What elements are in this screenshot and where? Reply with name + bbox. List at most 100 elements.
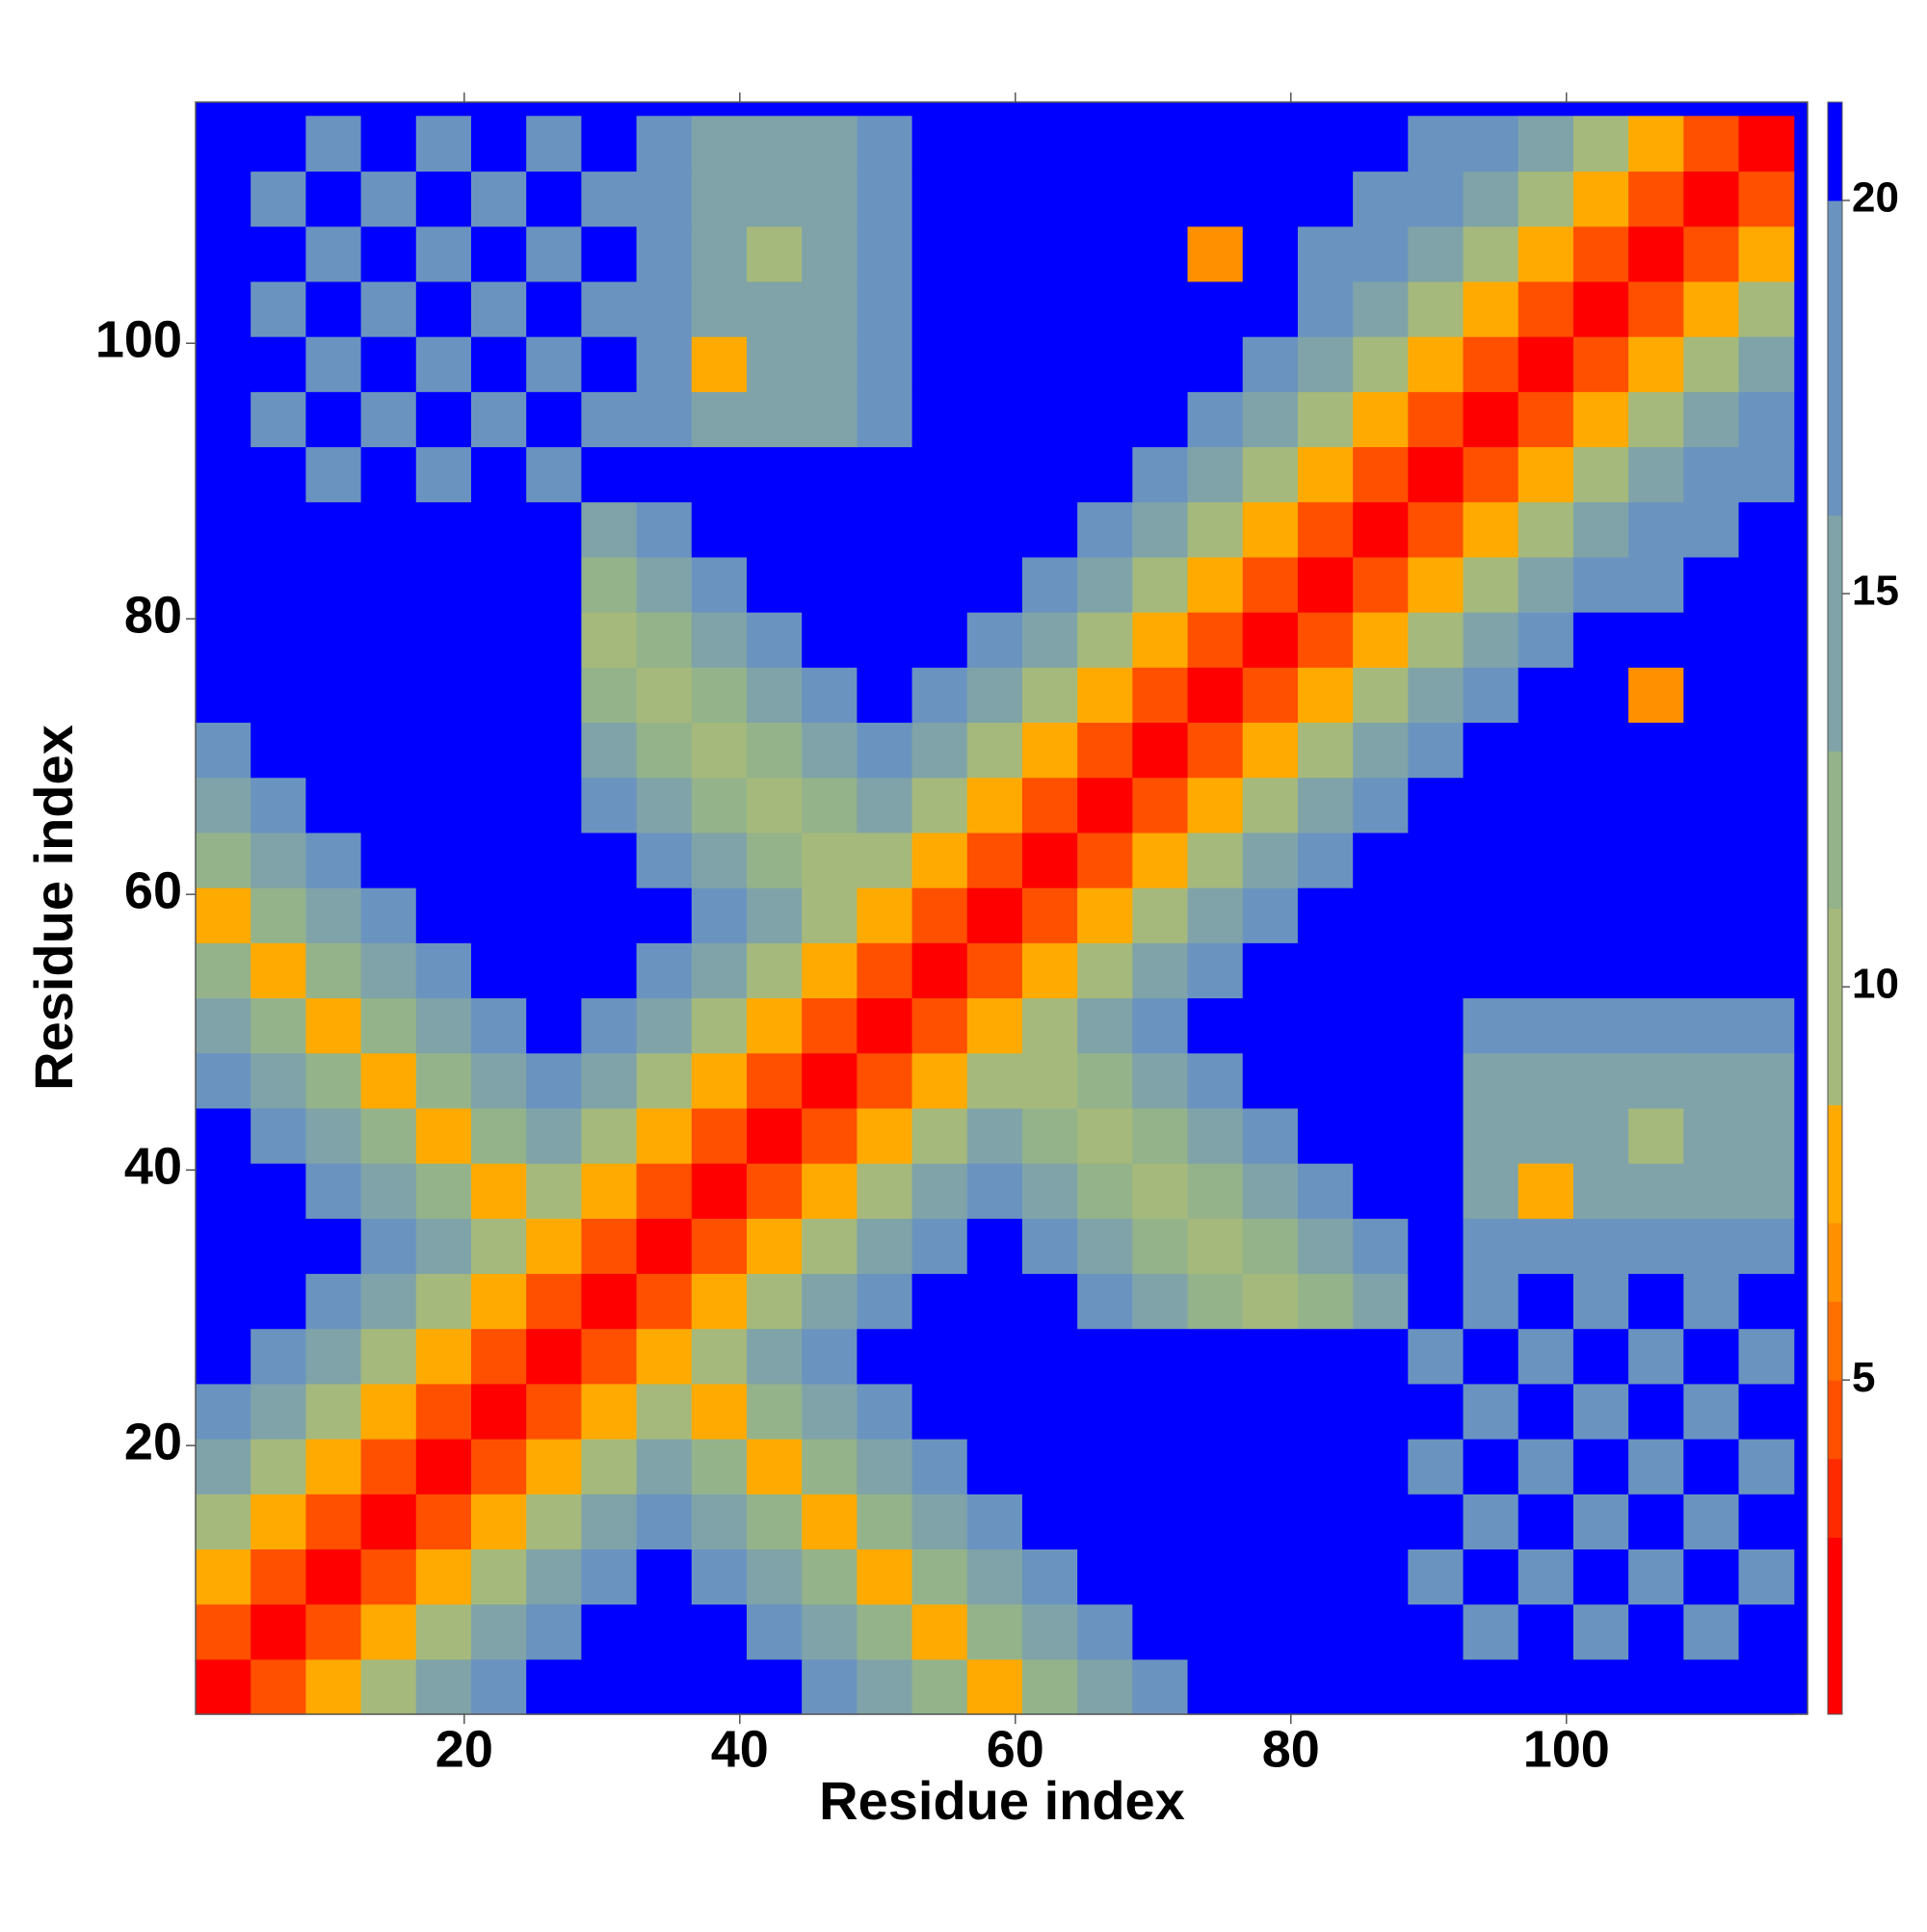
- heatmap-cell: [1408, 556, 1465, 613]
- heatmap-cell: [526, 667, 582, 724]
- heatmap-cell: [1518, 1107, 1574, 1164]
- heatmap-cell: [691, 391, 748, 448]
- heatmap-cell: [1077, 446, 1133, 503]
- heatmap-cell: [1628, 1658, 1684, 1715]
- heatmap-cell: [251, 777, 306, 834]
- heatmap-cell: [305, 391, 362, 448]
- heatmap-cell: [1021, 667, 1078, 724]
- heatmap-cell: [802, 942, 858, 999]
- heatmap-cell: [1353, 832, 1409, 888]
- heatmap-cell: [1187, 1163, 1244, 1219]
- heatmap-cell: [636, 667, 693, 724]
- heatmap-cell: [581, 336, 638, 392]
- heatmap-cell: [1297, 612, 1354, 668]
- heatmap-cell: [1132, 446, 1189, 503]
- heatmap-cell: [1572, 225, 1629, 282]
- heatmap-cell: [1572, 1218, 1629, 1275]
- heatmap-cell: [911, 1439, 968, 1495]
- heatmap-cell: [1132, 1163, 1189, 1219]
- heatmap-cell: [1408, 225, 1465, 282]
- heatmap-cell: [196, 116, 251, 172]
- heatmap-cell: [802, 1052, 858, 1109]
- heatmap-cell: [415, 1439, 472, 1495]
- heatmap-cell: [1132, 1658, 1189, 1715]
- heatmap-cell: [196, 997, 251, 1054]
- heatmap-cell: [857, 667, 913, 724]
- heatmap-cell: [1021, 1328, 1078, 1385]
- heatmap-cell: [1518, 391, 1574, 448]
- heatmap-cell: [305, 446, 362, 503]
- heatmap-cell: [636, 391, 693, 448]
- heatmap-cell: [802, 1439, 858, 1495]
- heatmap-cell: [415, 1273, 472, 1330]
- heatmap-cell: [1572, 832, 1629, 888]
- heatmap-cell: [1738, 280, 1795, 337]
- heatmap-cell: [1021, 280, 1078, 337]
- heatmap-cell: [1683, 887, 1740, 943]
- heatmap-cell: [1463, 116, 1519, 172]
- heatmap-cell: [415, 1548, 472, 1605]
- heatmap-cell: [911, 280, 968, 337]
- heatmap-cell: [1242, 171, 1299, 227]
- heatmap-cell: [581, 1218, 638, 1275]
- heatmap-cell: [526, 280, 582, 337]
- heatmap-cell: [1077, 887, 1133, 943]
- heatmap-cell: [196, 225, 251, 282]
- heatmap-cell: [251, 501, 306, 558]
- heatmap-cell: [581, 1548, 638, 1605]
- heatmap-cell: [581, 446, 638, 503]
- heatmap-cell: [966, 1273, 1023, 1330]
- heatmap-cell: [1683, 832, 1740, 888]
- heatmap-cell: [1628, 116, 1684, 172]
- heatmap-cell: [1132, 1328, 1189, 1385]
- heatmap-cell: [415, 1163, 472, 1219]
- heatmap-cell: [1463, 1383, 1519, 1440]
- heatmap-cell: [251, 1603, 306, 1660]
- heatmap-cell: [196, 391, 251, 448]
- heatmap-cell: [1297, 667, 1354, 724]
- heatmap-cell: [1463, 556, 1519, 613]
- heatmap-cell: [1242, 116, 1299, 172]
- heatmap-cell: [1518, 1548, 1574, 1605]
- heatmap-cell: [1738, 887, 1795, 943]
- heatmap-cell: [857, 1218, 913, 1275]
- heatmap-cell: [1572, 722, 1629, 779]
- heatmap-cell: [911, 1163, 968, 1219]
- heatmap-cell: [1297, 1328, 1354, 1385]
- heatmap-cell: [196, 1107, 251, 1164]
- heatmap-cell: [1297, 1658, 1354, 1715]
- heatmap-cell: [1572, 501, 1629, 558]
- heatmap-cell: [1077, 556, 1133, 613]
- heatmap-cell: [1077, 1163, 1133, 1219]
- heatmap-cell: [415, 997, 472, 1054]
- heatmap-cell: [251, 1328, 306, 1385]
- heatmap-cell: [581, 832, 638, 888]
- heatmap-cell: [1021, 446, 1078, 503]
- heatmap-cell: [1572, 391, 1629, 448]
- heatmap-cell: [857, 1658, 913, 1715]
- heatmap-cell: [1132, 667, 1189, 724]
- heatmap-cell: [526, 942, 582, 999]
- heatmap-cell: [1572, 280, 1629, 337]
- heatmap-cell: [526, 1494, 582, 1550]
- heatmap-cell: [1628, 171, 1684, 227]
- heatmap-cell: [360, 556, 417, 613]
- heatmap-cell: [1738, 1273, 1795, 1330]
- heatmap-cell: [1572, 1439, 1629, 1495]
- heatmap-cell: [1628, 722, 1684, 779]
- heatmap-cell: [911, 501, 968, 558]
- heatmap-cell: [1353, 1494, 1409, 1550]
- heatmap-cell: [911, 556, 968, 613]
- heatmap-cell: [1628, 667, 1684, 724]
- colorbar-tick-label: 10: [1852, 961, 1899, 1008]
- heatmap-cell: [1077, 1494, 1133, 1550]
- heatmap-cell: [857, 1603, 913, 1660]
- heatmap-cell: [746, 1548, 803, 1605]
- heatmap-cell: [1628, 391, 1684, 448]
- heatmap-cell: [1021, 1218, 1078, 1275]
- heatmap-cell: [1408, 1273, 1465, 1330]
- heatmap-cell: [305, 1494, 362, 1550]
- heatmap-cell: [911, 1494, 968, 1550]
- heatmap-cell: [196, 1052, 251, 1109]
- heatmap-cell: [857, 1383, 913, 1440]
